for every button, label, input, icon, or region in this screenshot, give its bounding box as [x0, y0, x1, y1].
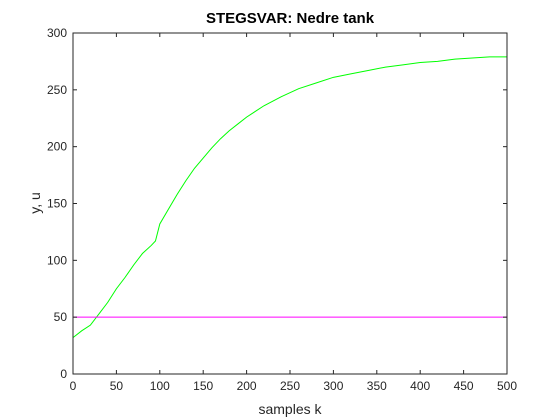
x-tick-label: 50: [110, 379, 124, 393]
x-axis-label: samples k: [258, 401, 322, 417]
y-tick-label: 250: [47, 83, 67, 97]
x-tick-label: 400: [410, 379, 430, 393]
chart-title: STEGSVAR: Nedre tank: [206, 10, 375, 27]
x-tick-label: 450: [454, 379, 474, 393]
y-tick-label: 200: [47, 140, 67, 154]
y-tick-label: 100: [47, 253, 67, 267]
x-tick-label: 0: [70, 379, 77, 393]
y-tick-label: 0: [60, 367, 67, 381]
x-tick-label: 200: [237, 379, 257, 393]
x-tick-label: 250: [280, 379, 300, 393]
x-tick-label: 350: [367, 379, 387, 393]
x-tick-label: 500: [497, 379, 517, 393]
x-tick-label: 100: [150, 379, 170, 393]
y-tick-label: 300: [47, 26, 67, 40]
x-tick-label: 150: [193, 379, 213, 393]
y-axis-label: y, u: [27, 192, 43, 214]
x-tick-label: 300: [323, 379, 343, 393]
y-tick-label: 50: [54, 310, 68, 324]
plot-area: [73, 33, 507, 374]
y-tick-label: 150: [47, 197, 67, 211]
